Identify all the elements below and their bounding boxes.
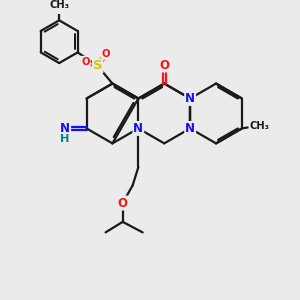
Text: N: N <box>185 122 195 135</box>
Text: N: N <box>60 122 70 135</box>
Text: CH₃: CH₃ <box>249 121 269 130</box>
Text: O: O <box>118 196 128 210</box>
Text: N: N <box>133 122 143 135</box>
Text: CH₃: CH₃ <box>49 0 69 10</box>
Text: H: H <box>60 134 70 144</box>
Text: O: O <box>159 58 169 72</box>
Text: N: N <box>185 92 195 105</box>
Text: O: O <box>81 57 90 67</box>
Text: S: S <box>93 59 102 72</box>
Text: O: O <box>101 49 110 59</box>
